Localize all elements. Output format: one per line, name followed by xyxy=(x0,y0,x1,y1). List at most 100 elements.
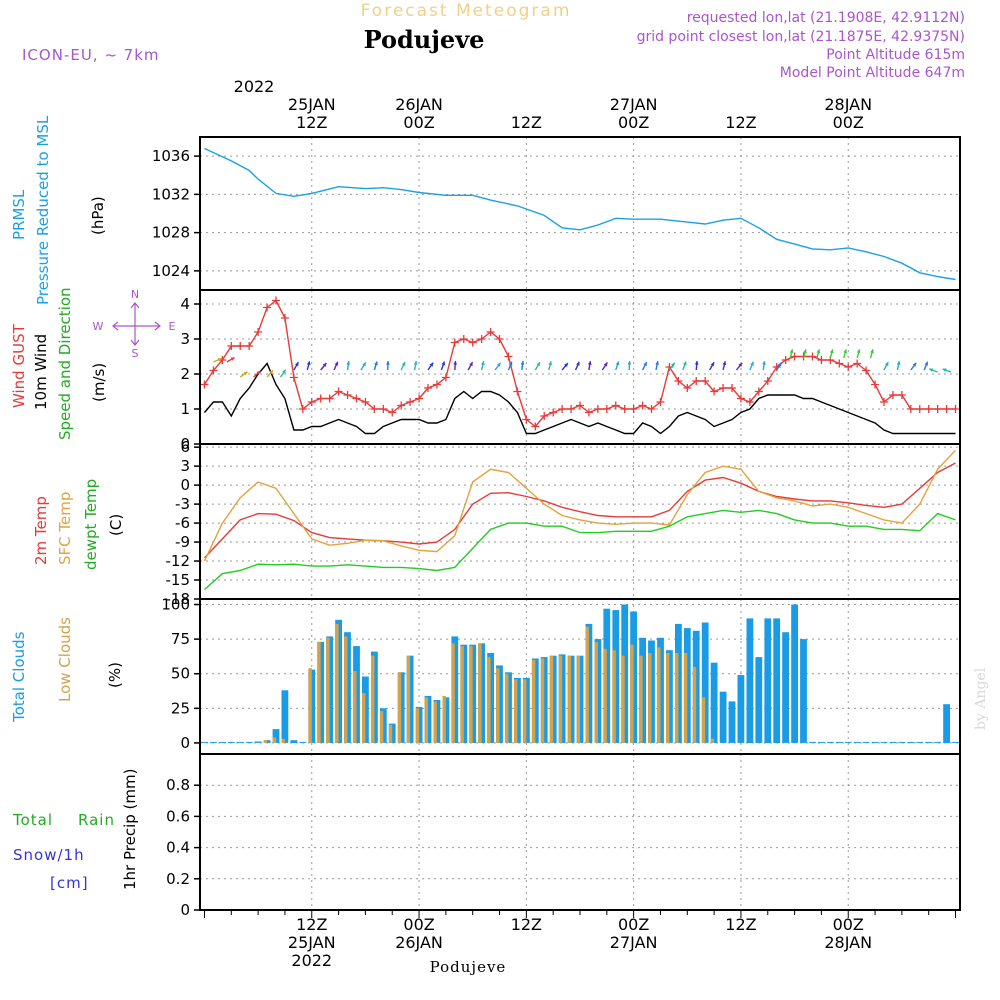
y-tick-label: 1024 xyxy=(152,262,190,280)
y-tick-label: -15 xyxy=(166,571,191,589)
gust-marker xyxy=(763,377,772,385)
total-cloud-bar xyxy=(773,618,781,743)
wind-direction-arrowhead xyxy=(256,370,261,375)
y-tick-label: -18 xyxy=(166,590,191,608)
wind-labels: Wind GUST 10m Wind Speed and Direction (… xyxy=(10,287,176,440)
total-cloud-bar xyxy=(201,741,208,743)
gust-marker xyxy=(272,296,280,305)
temp-label-sfc: SFC Temp xyxy=(56,492,74,565)
y-tick-label: 25 xyxy=(171,699,190,717)
wind-unit: (m/s) xyxy=(90,363,108,402)
gust-marker xyxy=(719,384,728,392)
low-cloud-bar xyxy=(639,655,643,743)
wind-direction-arrowhead xyxy=(884,362,889,367)
gust-marker xyxy=(835,359,844,368)
wind-direction-arrowhead xyxy=(942,368,947,372)
gust-marker xyxy=(352,394,361,403)
y-tick-label: 0 xyxy=(180,734,190,752)
wind-direction-arrowhead xyxy=(230,357,235,361)
gust-marker xyxy=(871,380,880,389)
gust-marker xyxy=(343,391,352,399)
gust-marker xyxy=(415,394,424,403)
pressure-labels: PRMSL Pressure Reduced to MSL (hPa) xyxy=(10,115,107,305)
low-cloud-bar xyxy=(362,693,366,743)
low-cloud-bar xyxy=(603,648,607,743)
bottom-hour-label: 00Z xyxy=(618,915,649,934)
bottom-date-label: 25JAN xyxy=(288,933,336,952)
wind-direction-arrowhead xyxy=(243,371,248,376)
gust-marker xyxy=(853,359,862,368)
low-cloud-bar xyxy=(388,724,393,743)
y-tick-label: 3 xyxy=(180,457,190,475)
wind-direction-arrowhead xyxy=(710,362,715,367)
low-cloud-bar xyxy=(487,657,491,743)
panel-frame xyxy=(199,753,961,911)
low-cloud-bar xyxy=(675,653,679,743)
total-cloud-bar xyxy=(245,741,253,743)
wind-label-direction: Speed and Direction xyxy=(56,287,74,440)
wind-direction-arrowhead xyxy=(829,349,834,354)
gust-marker xyxy=(209,366,218,375)
total-cloud-bar xyxy=(219,741,226,743)
total-cloud-bar xyxy=(853,741,861,743)
gust-marker xyxy=(531,422,540,431)
gust-marker xyxy=(897,391,906,399)
temp-unit: (C) xyxy=(107,514,125,536)
low-cloud-bar xyxy=(335,623,339,743)
low-cloud-bar xyxy=(710,738,715,743)
low-cloud-bar xyxy=(549,655,554,743)
wind-direction-arrowhead xyxy=(762,361,766,365)
y-tick-label: 0 xyxy=(180,435,190,453)
wind-direction-arrowhead xyxy=(306,361,311,366)
low-cloud-bar xyxy=(469,646,473,743)
gust-marker xyxy=(468,338,477,347)
low-cloud-bar xyxy=(344,636,348,743)
wind-direction-arrowhead xyxy=(627,361,632,365)
wind-direction-arrowhead xyxy=(777,362,782,367)
model-name: ICON-EU, ~ 7km xyxy=(22,46,160,64)
low-cloud-bar xyxy=(353,671,357,743)
total-cloud-bar xyxy=(737,675,745,743)
wind-direction-arrowhead xyxy=(615,361,620,366)
gust-marker xyxy=(576,401,584,410)
wind-direction-arrowhead xyxy=(856,349,861,354)
total-cloud-bar xyxy=(755,657,763,743)
gust-marker xyxy=(808,352,817,361)
y-tick-label: -3 xyxy=(175,495,190,513)
low-cloud-bar xyxy=(558,655,563,743)
series-line-dewpt-temp xyxy=(204,509,956,591)
total-cloud-bar xyxy=(227,741,235,743)
top-hour-label: 12Z xyxy=(296,113,327,132)
low-cloud-bar xyxy=(612,650,616,743)
gust-marker xyxy=(888,391,897,399)
compass-arrows-icon xyxy=(112,302,161,346)
y-tick-label: 0 xyxy=(180,476,190,494)
top-hour-label: 00Z xyxy=(618,113,649,132)
gust-marker xyxy=(245,342,254,350)
gust-marker xyxy=(844,363,853,371)
wind-direction-arrowhead xyxy=(520,361,525,365)
low-cloud-bar xyxy=(442,695,446,743)
wind-direction-arrowhead xyxy=(929,368,934,372)
gust-marker xyxy=(459,335,468,343)
top-hour-label: 12Z xyxy=(511,113,542,132)
gust-marker xyxy=(951,405,960,413)
gust-marker xyxy=(441,373,450,382)
total-cloud-bar xyxy=(862,741,870,743)
wind-direction-arrowhead xyxy=(576,361,580,366)
low-cloud-bar xyxy=(424,697,428,743)
wind-direction-arrowhead xyxy=(655,361,659,366)
model-altitude: Model Point Altitude 647m xyxy=(780,65,965,81)
y-tick-label: -6 xyxy=(175,514,190,532)
pressure-label-msl: Pressure Reduced to MSL xyxy=(34,115,52,305)
gust-marker xyxy=(316,394,325,403)
total-cloud-bar xyxy=(925,741,933,743)
wind-direction-arrowhead xyxy=(603,362,608,367)
temp-label-2m: 2m Temp xyxy=(32,496,50,565)
low-cloud-bar xyxy=(683,653,688,743)
gust-marker xyxy=(593,405,602,413)
wind-direction-arrowhead xyxy=(816,349,821,354)
low-cloud-bar xyxy=(505,673,509,743)
gust-marker xyxy=(236,342,245,350)
precip-panel: 0 0.2 0.4 0.6 0.8 xyxy=(166,753,961,919)
